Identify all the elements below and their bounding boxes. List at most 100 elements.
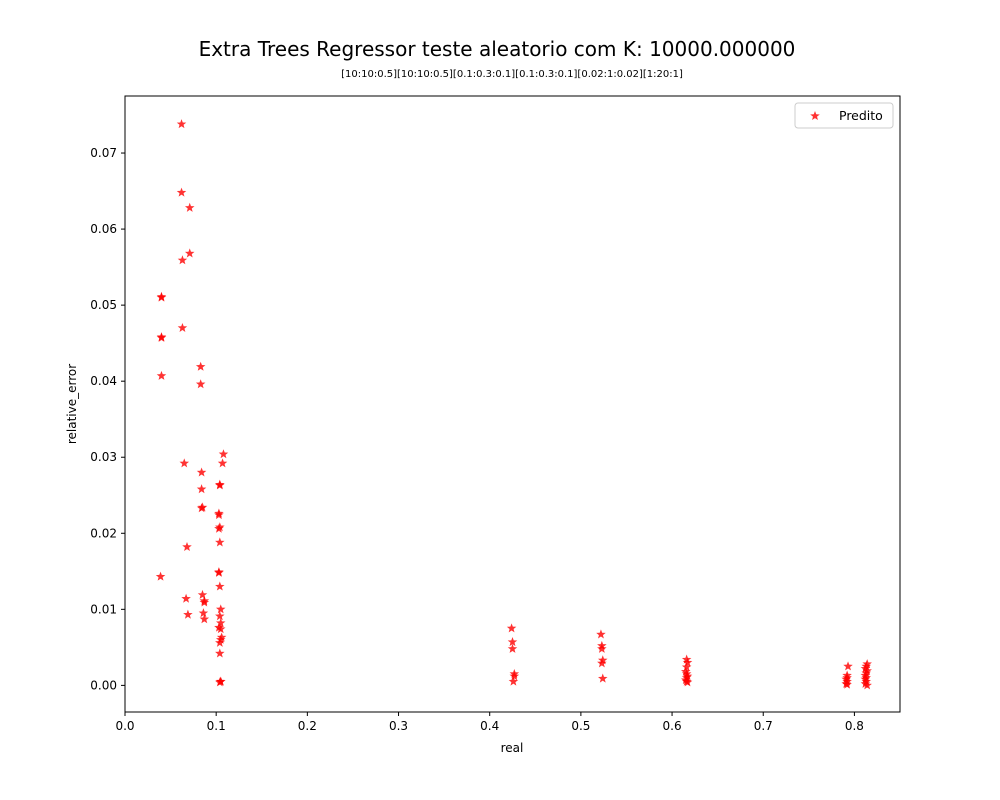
data-point xyxy=(597,658,607,668)
data-point xyxy=(177,255,188,265)
data-point xyxy=(214,523,224,533)
data-point xyxy=(215,581,225,591)
y-tick-label: 0.01 xyxy=(90,602,117,616)
data-point xyxy=(861,676,872,686)
data-point xyxy=(507,637,518,647)
data-point xyxy=(860,663,871,673)
data-point xyxy=(156,332,167,342)
data-point xyxy=(182,541,192,552)
x-tick-label: 0.5 xyxy=(571,719,590,733)
data-point xyxy=(215,604,226,614)
data-point xyxy=(196,484,207,494)
data-point xyxy=(198,608,209,618)
y-tick-label: 0.07 xyxy=(90,146,117,160)
legend-box xyxy=(794,102,894,129)
y-tick-label: 0.00 xyxy=(90,678,117,692)
x-tick-label: 0.1 xyxy=(207,719,226,733)
data-point xyxy=(156,291,167,301)
data-point xyxy=(862,665,872,675)
legend-label-predito: Predito xyxy=(839,108,883,123)
data-point xyxy=(681,662,692,672)
data-point xyxy=(862,680,872,690)
data-point xyxy=(218,449,229,459)
data-point xyxy=(861,668,872,678)
data-point xyxy=(179,458,190,468)
data-point xyxy=(841,674,851,684)
data-point xyxy=(215,634,226,644)
data-point xyxy=(843,661,853,671)
data-point xyxy=(215,537,225,547)
data-point xyxy=(181,593,191,603)
data-point xyxy=(215,624,226,634)
x-tick-label: 0.6 xyxy=(663,719,682,733)
y-axis-label: relative_error xyxy=(65,364,79,444)
chart-title: Extra Trees Regressor teste aleatorio co… xyxy=(199,37,796,61)
data-point xyxy=(598,673,608,683)
data-point xyxy=(682,677,693,687)
legend-marker xyxy=(810,111,820,121)
data-point xyxy=(215,648,225,658)
legend-star-icon xyxy=(810,111,820,121)
x-tick-label: 0.2 xyxy=(298,719,317,733)
plot-frame xyxy=(124,95,901,713)
axis-ticks: 0.0 0.1 0.2 0.3 0.4 0.5 0.6 0.7 0.8 0.00 0.01 0.02 0… xyxy=(90,146,864,733)
legend: Predito xyxy=(794,102,894,129)
data-point xyxy=(183,609,193,619)
data-point xyxy=(598,655,608,665)
x-tick-label: 0.0 xyxy=(115,719,134,733)
data-point xyxy=(214,567,224,577)
data-point xyxy=(155,571,166,581)
chart-subtitle: [10:10:0.5][10:10:0.5][0.1:0.3:0.1][0.1:… xyxy=(341,69,683,80)
data-point xyxy=(682,657,693,667)
data-point xyxy=(176,187,187,197)
data-point xyxy=(199,595,210,606)
x-tick-label: 0.7 xyxy=(754,719,773,733)
data-point xyxy=(506,623,517,633)
data-points xyxy=(155,119,872,690)
data-point xyxy=(215,637,225,647)
data-point xyxy=(507,643,518,653)
data-point xyxy=(215,611,225,621)
y-tick-label: 0.06 xyxy=(90,222,117,236)
data-point xyxy=(195,379,206,389)
data-point xyxy=(176,119,187,129)
data-point xyxy=(184,248,195,258)
data-point xyxy=(842,679,852,689)
data-point xyxy=(215,618,226,628)
data-point xyxy=(196,467,207,477)
data-point xyxy=(199,614,210,624)
data-point xyxy=(509,671,520,681)
x-axis-label: real xyxy=(501,741,524,755)
data-point xyxy=(156,370,167,380)
data-point xyxy=(184,202,195,212)
data-point xyxy=(597,643,607,653)
data-point xyxy=(860,674,871,684)
data-point xyxy=(195,361,206,371)
y-tick-label: 0.03 xyxy=(90,450,117,464)
data-point xyxy=(681,654,692,664)
data-point xyxy=(177,322,188,332)
data-point xyxy=(197,589,208,599)
data-point xyxy=(508,676,519,686)
data-point xyxy=(861,661,872,671)
data-point xyxy=(197,502,208,512)
x-tick-label: 0.3 xyxy=(389,719,408,733)
data-point xyxy=(216,632,227,642)
y-tick-label: 0.05 xyxy=(90,298,117,312)
data-point xyxy=(214,510,224,520)
data-point xyxy=(214,622,224,632)
data-point xyxy=(862,659,872,669)
data-point xyxy=(860,678,871,688)
x-tick-label: 0.4 xyxy=(480,719,499,733)
data-point xyxy=(596,629,606,639)
data-point xyxy=(680,666,691,676)
data-point xyxy=(217,458,228,468)
data-point xyxy=(215,480,225,490)
y-tick-label: 0.02 xyxy=(90,526,117,540)
y-tick-label: 0.04 xyxy=(90,374,117,388)
data-point xyxy=(215,676,226,686)
x-tick-label: 0.8 xyxy=(845,719,864,733)
